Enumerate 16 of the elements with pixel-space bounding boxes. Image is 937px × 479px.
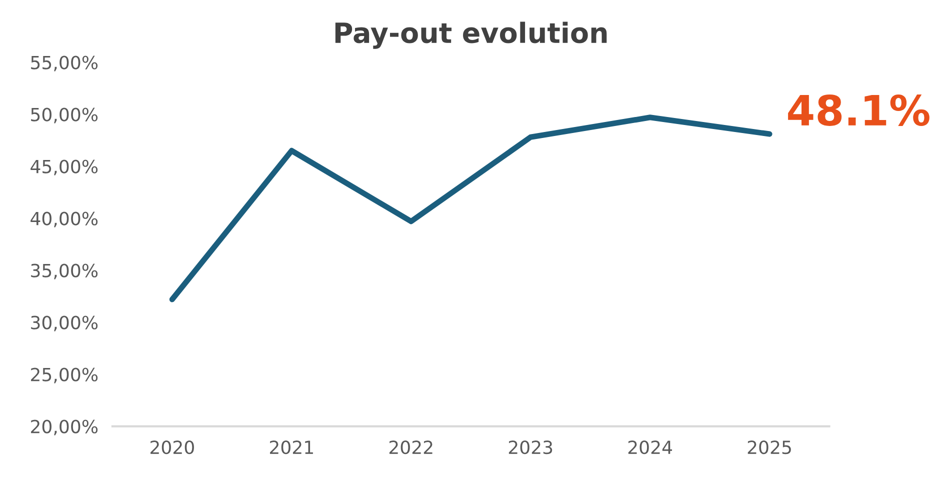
y-tick-label: 55,00% (31, 56, 98, 72)
y-tick-label: 30,00% (31, 316, 98, 332)
y-tick-label: 25,00% (31, 368, 98, 384)
y-tick-label: 45,00% (30, 160, 98, 176)
x-tick-label: 2024 (628, 440, 672, 454)
y-tick-label: 50,00% (31, 108, 98, 124)
x-tick-label: 2023 (508, 440, 552, 454)
x-tick-label: 2022 (389, 440, 432, 454)
x-tick-label: 2025 (748, 440, 791, 454)
x-tick-label: 2021 (270, 440, 313, 454)
x-tick-label: 2020 (150, 440, 194, 454)
y-tick-label: 40,00% (30, 212, 98, 228)
y-tick-label: 20,00% (31, 420, 98, 436)
y-tick-label: 35,00% (31, 264, 98, 280)
chart-title: Pay-out evolution (335, 22, 607, 49)
annotation: 48.1% (788, 94, 930, 126)
